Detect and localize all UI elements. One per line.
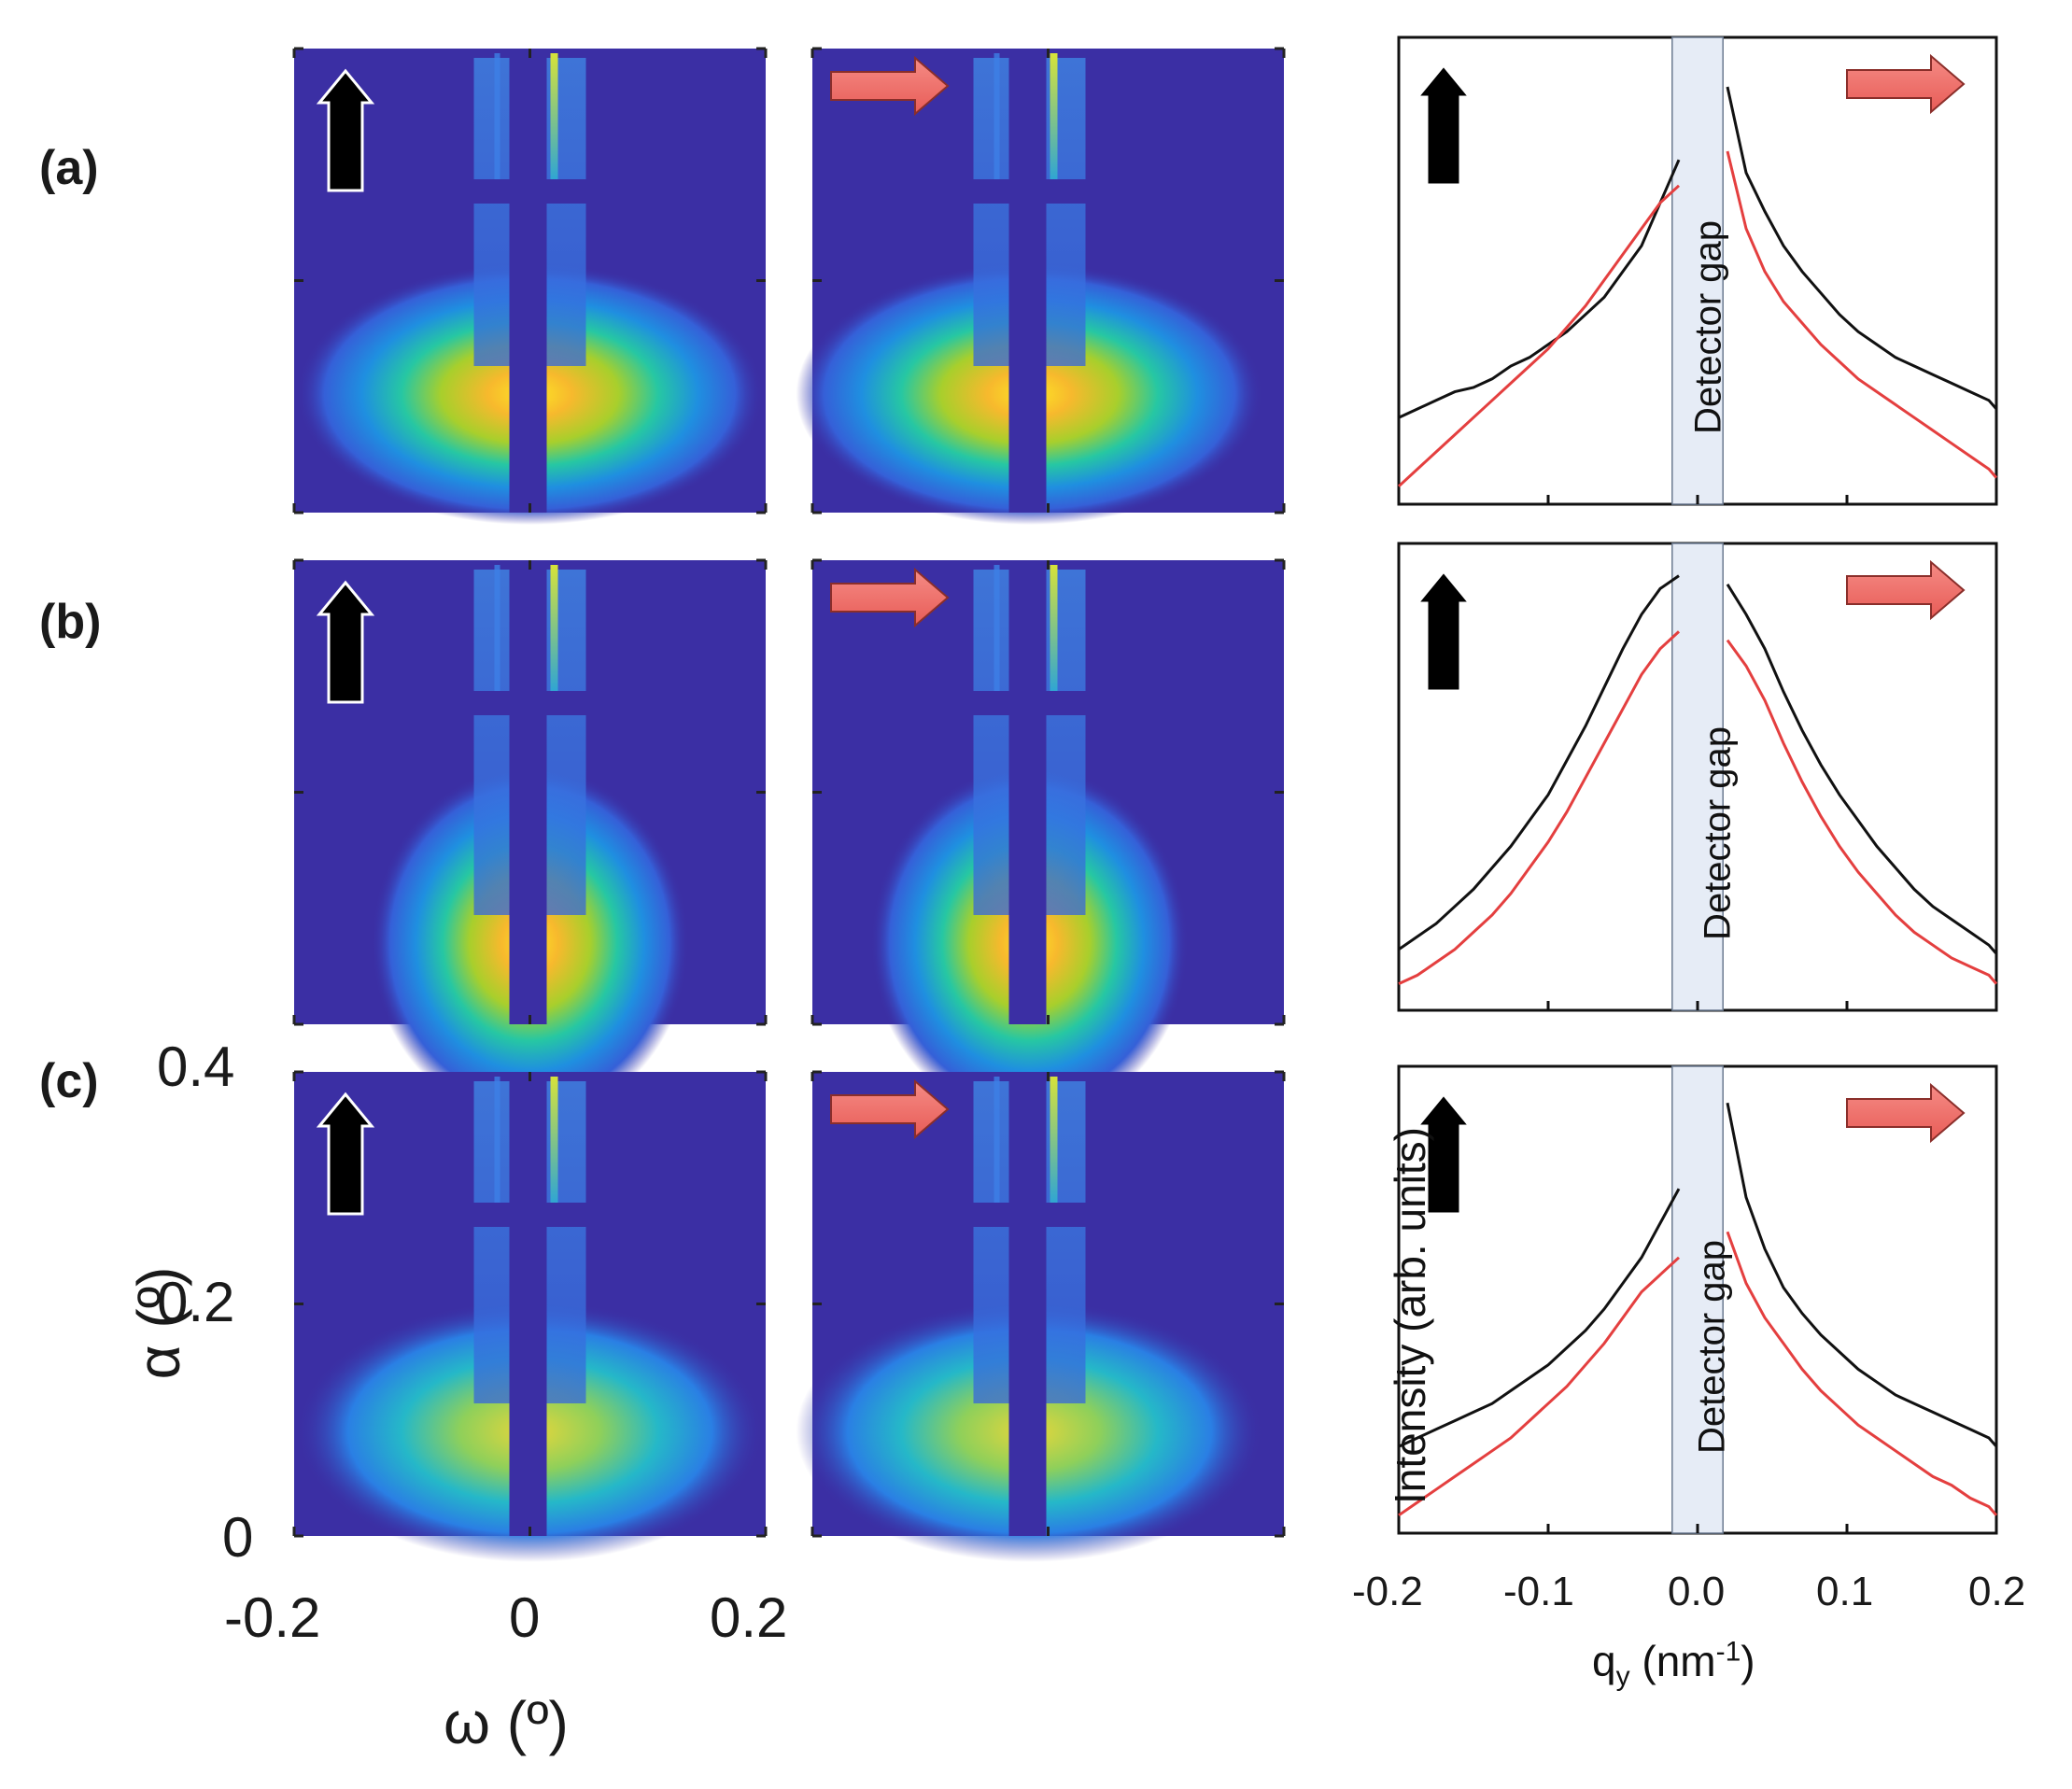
series-1-left-trace xyxy=(1398,630,1681,985)
series-0-right-trace xyxy=(1726,584,1998,955)
dim-streak xyxy=(994,1077,1000,1207)
qy-tick-neg0.2: -0.2 xyxy=(1352,1569,1423,1614)
red-right-arrow-icon xyxy=(830,1078,950,1140)
detector-gap-band xyxy=(1671,1065,1724,1534)
dim-streak xyxy=(494,53,500,184)
row-label-a: (a) xyxy=(39,141,99,195)
y-tick-0.2: 0.2 xyxy=(157,1271,235,1333)
series-0-left-trace xyxy=(1398,159,1681,419)
bright-streak xyxy=(550,1077,558,1207)
gisaxs-maps xyxy=(292,47,1286,1562)
black-up-arrow-icon xyxy=(1414,1092,1473,1216)
line-panel-0 xyxy=(1397,35,1998,506)
series-1-left-trace xyxy=(1398,1256,1681,1517)
red-right-arrow-icon xyxy=(830,567,950,628)
line-panel-2 xyxy=(1397,1064,1998,1535)
dim-streak xyxy=(494,565,500,696)
series-1-right-trace xyxy=(1726,639,1998,985)
x-tick-neg0.2: -0.2 xyxy=(224,1586,321,1649)
qy-close: ) xyxy=(1741,1637,1755,1685)
dim-streak xyxy=(994,53,1000,184)
qy-tick-0.0: 0.0 xyxy=(1668,1569,1726,1614)
omega-axis-title: ω (º) xyxy=(444,1689,569,1756)
qy-tick-0.2: 0.2 xyxy=(1968,1569,2026,1614)
red-right-arrow-icon xyxy=(1846,53,1966,115)
row-label-b: (b) xyxy=(39,595,102,649)
vertical-detector-gap xyxy=(1008,560,1047,1024)
y-tick-0: 0 xyxy=(222,1506,254,1569)
bright-streak xyxy=(550,565,558,696)
qy-sub: y xyxy=(1615,1661,1630,1693)
detector-gap-label-c: Detector gap xyxy=(1691,1239,1733,1455)
bright-streak xyxy=(1050,53,1058,184)
y-tick-0.4: 0.4 xyxy=(157,1035,235,1098)
series-1-left-trace xyxy=(1397,184,1681,487)
x-tick-0: 0 xyxy=(509,1586,541,1649)
red-right-arrow-icon xyxy=(830,55,950,117)
line-panel-1 xyxy=(1397,542,1998,1012)
black-up-arrow-icon xyxy=(316,580,375,704)
qy-main: q xyxy=(1592,1637,1616,1685)
horizontal-detector-gap xyxy=(936,179,1123,204)
intensity-axis-title: Intensity (arb. units) xyxy=(1386,1127,1434,1504)
detector-gap-label-a: Detector gap xyxy=(1687,219,1729,435)
detector-gap-band xyxy=(1671,36,1724,505)
map-panel-r0-c1 xyxy=(796,47,1286,525)
bright-streak xyxy=(1050,565,1058,696)
horizontal-detector-gap xyxy=(936,1203,1123,1227)
map-panel-r1-c1 xyxy=(810,558,1286,1120)
dim-streak xyxy=(994,565,1000,696)
map-panel-r1-c0 xyxy=(292,558,768,1120)
black-up-arrow-icon xyxy=(316,1092,375,1216)
series-0-right-trace xyxy=(1726,86,1998,410)
series-1-right-trace xyxy=(1726,1231,1998,1516)
vertical-detector-gap xyxy=(1008,1072,1047,1536)
detector-gap-band xyxy=(1671,542,1724,1011)
qy-tick-neg0.1: -0.1 xyxy=(1503,1569,1574,1614)
black-up-arrow-icon xyxy=(1414,63,1473,187)
map-panel-r2-c0 xyxy=(292,1070,768,1562)
bright-streak xyxy=(1050,1077,1058,1207)
series-1-right-trace xyxy=(1726,150,1998,479)
vertical-detector-gap xyxy=(509,1072,547,1536)
qy-axis-title: qy (nm-1) xyxy=(1592,1636,1755,1693)
vertical-detector-gap xyxy=(1008,49,1047,513)
black-up-arrow-icon xyxy=(1414,569,1473,693)
horizontal-detector-gap xyxy=(436,179,624,204)
horizontal-detector-gap xyxy=(936,691,1123,715)
series-0-left-trace xyxy=(1398,1188,1681,1448)
vertical-detector-gap xyxy=(509,49,547,513)
series-0-left-trace xyxy=(1398,574,1680,951)
qy-tick-0.1: 0.1 xyxy=(1816,1569,1874,1614)
x-tick-0.2: 0.2 xyxy=(710,1586,788,1649)
map-panel-r0-c0 xyxy=(292,47,768,525)
horizontal-detector-gap xyxy=(436,691,624,715)
dim-streak xyxy=(494,1077,500,1207)
series-0-right-trace xyxy=(1726,1102,1998,1448)
qy-sup: -1 xyxy=(1715,1636,1741,1668)
red-right-arrow-icon xyxy=(1846,1082,1966,1144)
vertical-detector-gap xyxy=(509,560,547,1024)
qy-unit-open: (nm xyxy=(1629,1637,1716,1685)
row-label-c: (c) xyxy=(39,1054,99,1108)
detector-gap-label-b: Detector gap xyxy=(1697,725,1739,941)
horizontal-detector-gap xyxy=(436,1203,624,1227)
red-right-arrow-icon xyxy=(1846,559,1966,621)
bright-streak xyxy=(550,53,558,184)
map-panel-r2-c1 xyxy=(796,1070,1286,1562)
alpha-axis-title: α (º) xyxy=(125,1266,192,1380)
black-up-arrow-icon xyxy=(316,68,375,192)
intensity-line-plots xyxy=(1397,35,1998,1535)
